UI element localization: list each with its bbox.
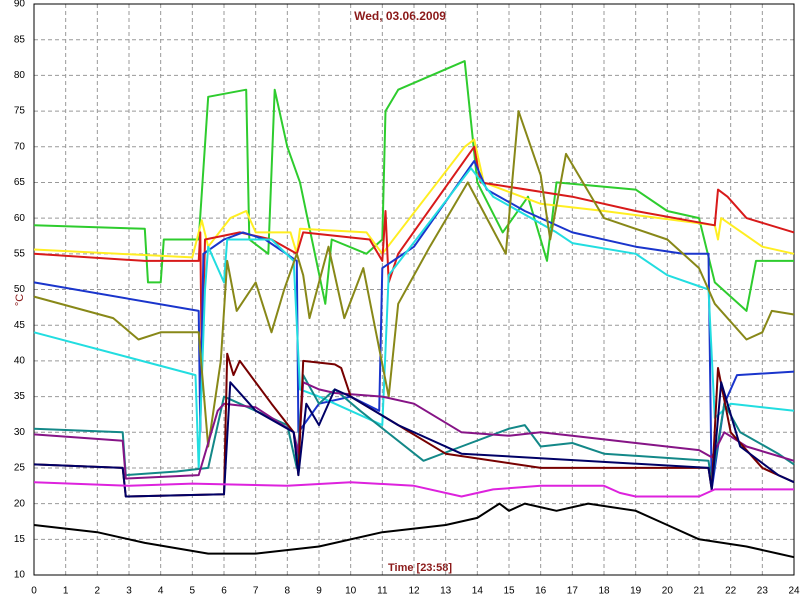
x-tick-label: 17 bbox=[567, 586, 579, 597]
y-tick-label: 65 bbox=[14, 177, 26, 188]
data-line bbox=[33, 138, 795, 259]
x-tick-label: 23 bbox=[757, 586, 769, 597]
x-tick-label: 3 bbox=[126, 586, 132, 597]
data-line bbox=[33, 352, 795, 498]
x-tick-label: 2 bbox=[95, 586, 101, 597]
y-tick-label: 70 bbox=[14, 141, 26, 152]
x-tick-label: 21 bbox=[693, 586, 705, 597]
y-tick-label: 10 bbox=[14, 570, 26, 581]
x-tick-label: 15 bbox=[503, 586, 515, 597]
y-tick-label: 35 bbox=[14, 391, 26, 402]
x-tick-label: 11 bbox=[377, 586, 388, 597]
chart-title: Wed, 03.06.2009 bbox=[354, 9, 446, 23]
data-line bbox=[33, 381, 795, 480]
y-tick-label: 85 bbox=[14, 34, 26, 45]
x-tick-label: 19 bbox=[630, 586, 642, 597]
data-line bbox=[33, 160, 795, 491]
x-tick-label: 7 bbox=[253, 586, 259, 597]
y-tick-label: 40 bbox=[14, 356, 26, 367]
data-line bbox=[33, 502, 795, 559]
y-tick-label: 20 bbox=[14, 498, 26, 509]
x-tick-label: 14 bbox=[472, 586, 484, 597]
x-tick-label: 18 bbox=[598, 586, 610, 597]
y-tick-label: 75 bbox=[14, 106, 26, 117]
x-tick-label: 0 bbox=[31, 586, 37, 597]
data-line bbox=[33, 381, 795, 498]
x-tick-label: 10 bbox=[345, 586, 357, 597]
x-tick-label: 22 bbox=[725, 586, 737, 597]
y-tick-label: 25 bbox=[14, 463, 26, 474]
x-tick-label: 16 bbox=[535, 586, 547, 597]
x-tick-label: 24 bbox=[788, 586, 800, 597]
x-tick-label: 1 bbox=[63, 586, 69, 597]
y-tick-label: 80 bbox=[14, 70, 26, 81]
x-tick-label: 20 bbox=[662, 586, 674, 597]
plot-frame bbox=[33, 3, 795, 576]
x-tick-label: 9 bbox=[316, 586, 322, 597]
y-tick-label: 90 bbox=[14, 0, 26, 10]
data-line bbox=[33, 374, 795, 484]
y-tick-label: 50 bbox=[14, 284, 26, 295]
x-tick-label: 5 bbox=[190, 586, 196, 597]
y-tick-label: 15 bbox=[14, 534, 26, 545]
x-tick-label: 8 bbox=[285, 586, 291, 597]
y-axis-label: °C bbox=[14, 294, 26, 306]
x-tick-label: 6 bbox=[221, 586, 227, 597]
y-tick-label: 45 bbox=[14, 320, 26, 331]
y-tick-label: 55 bbox=[14, 248, 26, 259]
x-tick-label: 12 bbox=[408, 586, 420, 597]
data-line bbox=[33, 110, 795, 448]
x-axis-label: Time [23:58] bbox=[388, 562, 452, 574]
y-tick-label: 30 bbox=[14, 427, 26, 438]
x-tick-label: 4 bbox=[158, 586, 164, 597]
y-tick-label: 60 bbox=[14, 213, 26, 224]
x-tick-label: 13 bbox=[440, 586, 452, 597]
data-line bbox=[33, 481, 794, 498]
